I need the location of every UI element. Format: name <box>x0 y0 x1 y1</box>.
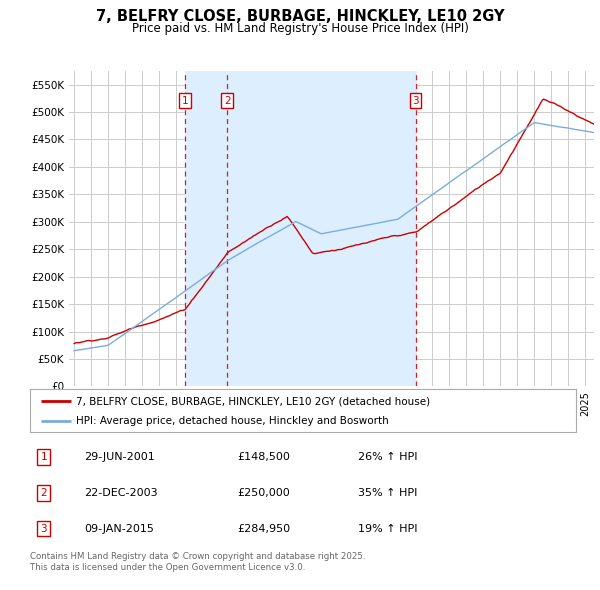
Text: £148,500: £148,500 <box>238 452 290 462</box>
Text: Price paid vs. HM Land Registry's House Price Index (HPI): Price paid vs. HM Land Registry's House … <box>131 22 469 35</box>
Text: 19% ↑ HPI: 19% ↑ HPI <box>358 523 417 533</box>
Text: 09-JAN-2015: 09-JAN-2015 <box>85 523 154 533</box>
Text: 22-DEC-2003: 22-DEC-2003 <box>85 488 158 497</box>
Text: £250,000: £250,000 <box>238 488 290 497</box>
Text: 2: 2 <box>224 96 230 106</box>
Bar <box>185 71 227 386</box>
Text: Contains HM Land Registry data © Crown copyright and database right 2025.
This d: Contains HM Land Registry data © Crown c… <box>30 552 365 572</box>
Text: 7, BELFRY CLOSE, BURBAGE, HINCKLEY, LE10 2GY (detached house): 7, BELFRY CLOSE, BURBAGE, HINCKLEY, LE10… <box>76 396 431 407</box>
Text: 26% ↑ HPI: 26% ↑ HPI <box>358 452 417 462</box>
Text: £284,950: £284,950 <box>238 523 290 533</box>
Text: 7, BELFRY CLOSE, BURBAGE, HINCKLEY, LE10 2GY: 7, BELFRY CLOSE, BURBAGE, HINCKLEY, LE10… <box>96 9 504 24</box>
Text: 3: 3 <box>412 96 419 106</box>
Text: 29-JUN-2001: 29-JUN-2001 <box>85 452 155 462</box>
Bar <box>227 71 416 386</box>
Text: 2: 2 <box>40 488 47 497</box>
Text: 3: 3 <box>40 523 47 533</box>
Text: 35% ↑ HPI: 35% ↑ HPI <box>358 488 417 497</box>
Text: 1: 1 <box>181 96 188 106</box>
Text: HPI: Average price, detached house, Hinckley and Bosworth: HPI: Average price, detached house, Hinc… <box>76 416 389 426</box>
Text: 1: 1 <box>40 452 47 462</box>
